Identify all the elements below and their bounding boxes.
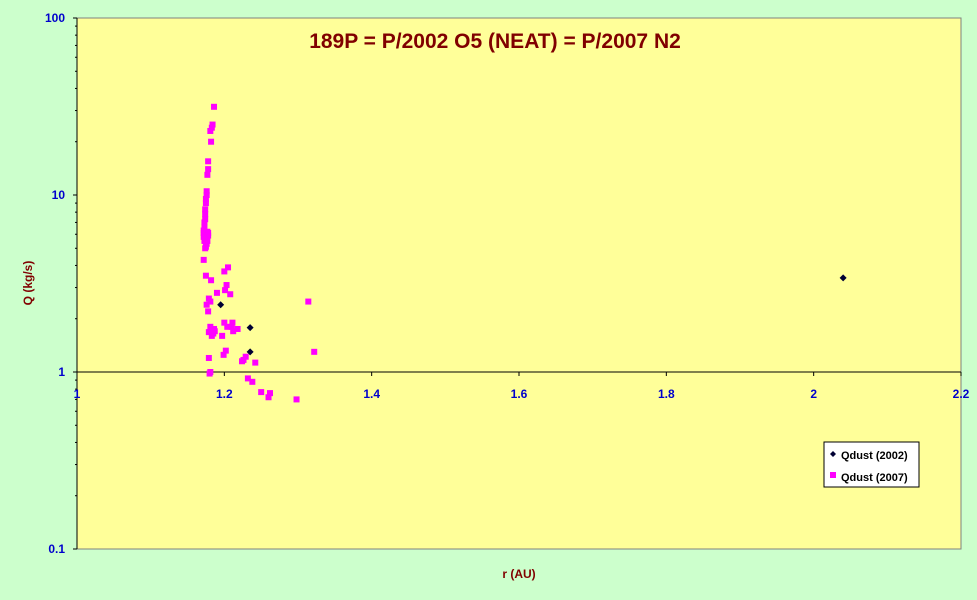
point-qdust-2007 <box>229 319 236 326</box>
data-markers <box>200 103 847 403</box>
point-qdust-2007 <box>223 282 230 289</box>
point-qdust-2007 <box>205 329 212 336</box>
legend-label-2007: Qdust (2007) <box>841 472 908 484</box>
point-qdust-2007 <box>305 298 312 305</box>
point-qdust-2007 <box>205 354 212 361</box>
legend: Qdust (2002) Qdust (2007) <box>823 441 920 488</box>
point-qdust-2007 <box>205 295 212 302</box>
y-tick-label: 100 <box>45 11 65 25</box>
point-qdust-2007 <box>221 268 228 275</box>
point-qdust-2007 <box>204 171 211 178</box>
legend-marker-2007 <box>830 472 836 478</box>
point-qdust-2007 <box>225 264 232 271</box>
y-tick-label: 10 <box>52 188 66 202</box>
point-qdust-2007 <box>202 216 209 223</box>
x-tick-label: 1.6 <box>511 387 528 401</box>
point-qdust-2007 <box>222 287 229 294</box>
x-tick-label: 1 <box>74 387 81 401</box>
point-qdust-2007 <box>311 348 318 355</box>
point-qdust-2007 <box>249 378 256 385</box>
point-qdust-2007 <box>203 188 210 195</box>
x-tick-label: 2 <box>810 387 817 401</box>
x-tick-label: 1.4 <box>363 387 380 401</box>
point-qdust-2007 <box>204 237 211 244</box>
point-qdust-2007 <box>230 328 237 335</box>
point-qdust-2002 <box>839 274 847 282</box>
legend-marker-2002 <box>830 451 836 457</box>
point-qdust-2007 <box>203 301 210 308</box>
point-qdust-2007 <box>207 298 214 305</box>
point-qdust-2007 <box>208 138 215 145</box>
point-qdust-2007 <box>211 103 218 110</box>
point-qdust-2007 <box>205 308 212 315</box>
y-tick-labels: 0.1 1 10 100 <box>45 11 65 556</box>
point-qdust-2007 <box>258 389 265 396</box>
point-qdust-2002 <box>246 348 254 356</box>
legend-box <box>823 441 920 488</box>
point-qdust-2007 <box>201 219 208 226</box>
y-tick-label: 1 <box>58 365 65 379</box>
x-tick-label: 1.2 <box>216 387 233 401</box>
point-qdust-2007 <box>221 319 228 326</box>
point-qdust-2007 <box>202 211 209 218</box>
point-qdust-2007 <box>202 245 209 252</box>
point-qdust-2007 <box>227 291 234 298</box>
point-qdust-2007 <box>244 375 251 382</box>
y-tick-label: 0.1 <box>48 542 65 556</box>
x-tick-label: 2.2 <box>953 387 970 401</box>
point-qdust-2007 <box>200 256 207 263</box>
point-qdust-2007 <box>224 323 231 330</box>
point-qdust-2007 <box>209 121 216 128</box>
point-qdust-2007 <box>293 396 300 403</box>
point-qdust-2007 <box>202 272 209 279</box>
point-qdust-2007 <box>208 332 215 339</box>
point-qdust-2007 <box>205 166 212 173</box>
point-qdust-2007 <box>201 223 208 230</box>
point-qdust-2007 <box>205 158 212 165</box>
point-qdust-2007 <box>202 195 209 202</box>
point-qdust-2007 <box>208 124 215 131</box>
point-qdust-2007 <box>220 351 227 358</box>
point-qdust-2007 <box>205 232 212 239</box>
point-qdust-2007 <box>206 370 213 377</box>
point-qdust-2007 <box>207 323 214 330</box>
point-qdust-2002 <box>246 324 254 332</box>
point-qdust-2007 <box>213 289 220 296</box>
point-qdust-2007 <box>240 356 247 363</box>
y-axis-title: Q (kg/s) <box>21 261 35 306</box>
chart-title: 189P = P/2002 O5 (NEAT) = P/2007 N2 <box>309 30 681 53</box>
point-qdust-2007 <box>265 394 272 401</box>
point-qdust-2007 <box>234 325 241 332</box>
point-qdust-2007 <box>200 229 207 236</box>
x-tick-labels: 1 1.2 1.4 1.6 1.8 2 2.2 <box>74 387 970 401</box>
point-qdust-2007 <box>228 323 235 330</box>
point-qdust-2007 <box>267 390 274 397</box>
point-qdust-2007 <box>208 277 215 284</box>
point-qdust-2007 <box>207 127 214 134</box>
point-qdust-2007 <box>222 347 229 354</box>
point-qdust-2007 <box>203 192 210 198</box>
legend-label-2002: Qdust (2002) <box>841 450 908 462</box>
point-qdust-2007 <box>252 359 259 366</box>
x-tick-label: 1.8 <box>658 387 675 401</box>
x-axis-title: r (AU) <box>502 567 535 581</box>
point-qdust-2007 <box>202 206 209 213</box>
point-qdust-2002 <box>217 301 225 309</box>
y-axis <box>73 17 78 550</box>
point-qdust-2007 <box>219 332 226 339</box>
point-qdust-2007 <box>242 353 249 360</box>
point-qdust-2007 <box>202 200 209 207</box>
